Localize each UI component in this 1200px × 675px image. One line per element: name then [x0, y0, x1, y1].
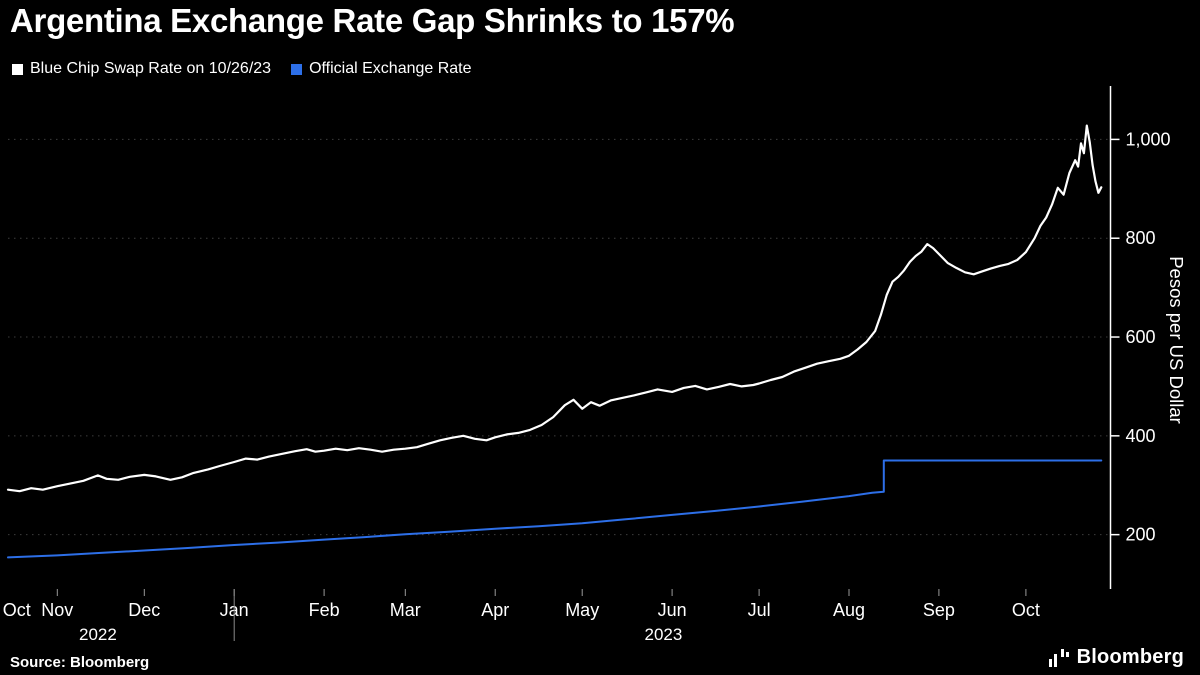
y-tick-label-200: 200 — [1126, 525, 1156, 545]
chart-legend: Blue Chip Swap Rate on 10/26/23 Official… — [12, 60, 472, 78]
series-line-official-exchange-rate — [7, 459, 1103, 559]
chart-title: Argentina Exchange Rate Gap Shrinks to 1… — [10, 2, 735, 39]
y-tick-label-400: 400 — [1126, 426, 1156, 446]
y-tick-label-1000: 1,000 — [1126, 129, 1171, 149]
exchange-rate-line-chart: 200 400 600 800 1,000 Pesos per US Dollar Oct N… — [3, 86, 1187, 644]
month-label-Apr-6: Apr — [481, 600, 509, 620]
month-label-Jun-8: Jun — [658, 600, 687, 620]
y-tick-label-800: 800 — [1126, 228, 1156, 248]
legend-label-blue-chip: Blue Chip Swap Rate on 10/26/23 — [30, 60, 272, 77]
month-label-May-7: May — [565, 600, 599, 620]
official-rate-swatch-icon — [291, 63, 303, 75]
month-label-Mar-5: Mar — [390, 600, 421, 620]
month-label-Feb-4: Feb — [309, 600, 340, 620]
month-label-Oct-0: Oct — [3, 600, 31, 620]
legend-item-official: Official Exchange Rate — [291, 60, 472, 78]
source-attribution: Source: Bloomberg — [10, 654, 150, 671]
month-label-Aug-10: Aug — [833, 600, 865, 620]
y-tick-label-600: 600 — [1126, 327, 1156, 347]
blue-chip-swatch-icon — [12, 63, 23, 75]
series-line-blue-chip-swap-rate-on-10-26-23 — [6, 124, 1103, 493]
legend-label-official: Official Exchange Rate — [309, 60, 472, 77]
legend-item-blue-chip: Blue Chip Swap Rate on 10/26/23 — [12, 60, 271, 78]
bloomberg-logo-text: Bloomberg — [1076, 646, 1184, 668]
bloomberg-logo: Bloomberg — [1048, 646, 1184, 669]
year-label-2022: 2022 — [79, 625, 117, 644]
month-label-Oct-12: Oct — [1012, 600, 1040, 620]
month-label-Dec-2: Dec — [128, 600, 160, 620]
bloomberg-logo-icon — [1048, 648, 1069, 667]
year-label-2023: 2023 — [644, 625, 682, 644]
month-label-Sep-11: Sep — [923, 600, 955, 620]
month-label-Jul-9: Jul — [748, 600, 771, 620]
y-axis-title: Pesos per US Dollar — [1166, 256, 1187, 424]
month-label-Jan-3: Jan — [220, 600, 249, 620]
month-label-Nov-1: Nov — [41, 600, 73, 620]
